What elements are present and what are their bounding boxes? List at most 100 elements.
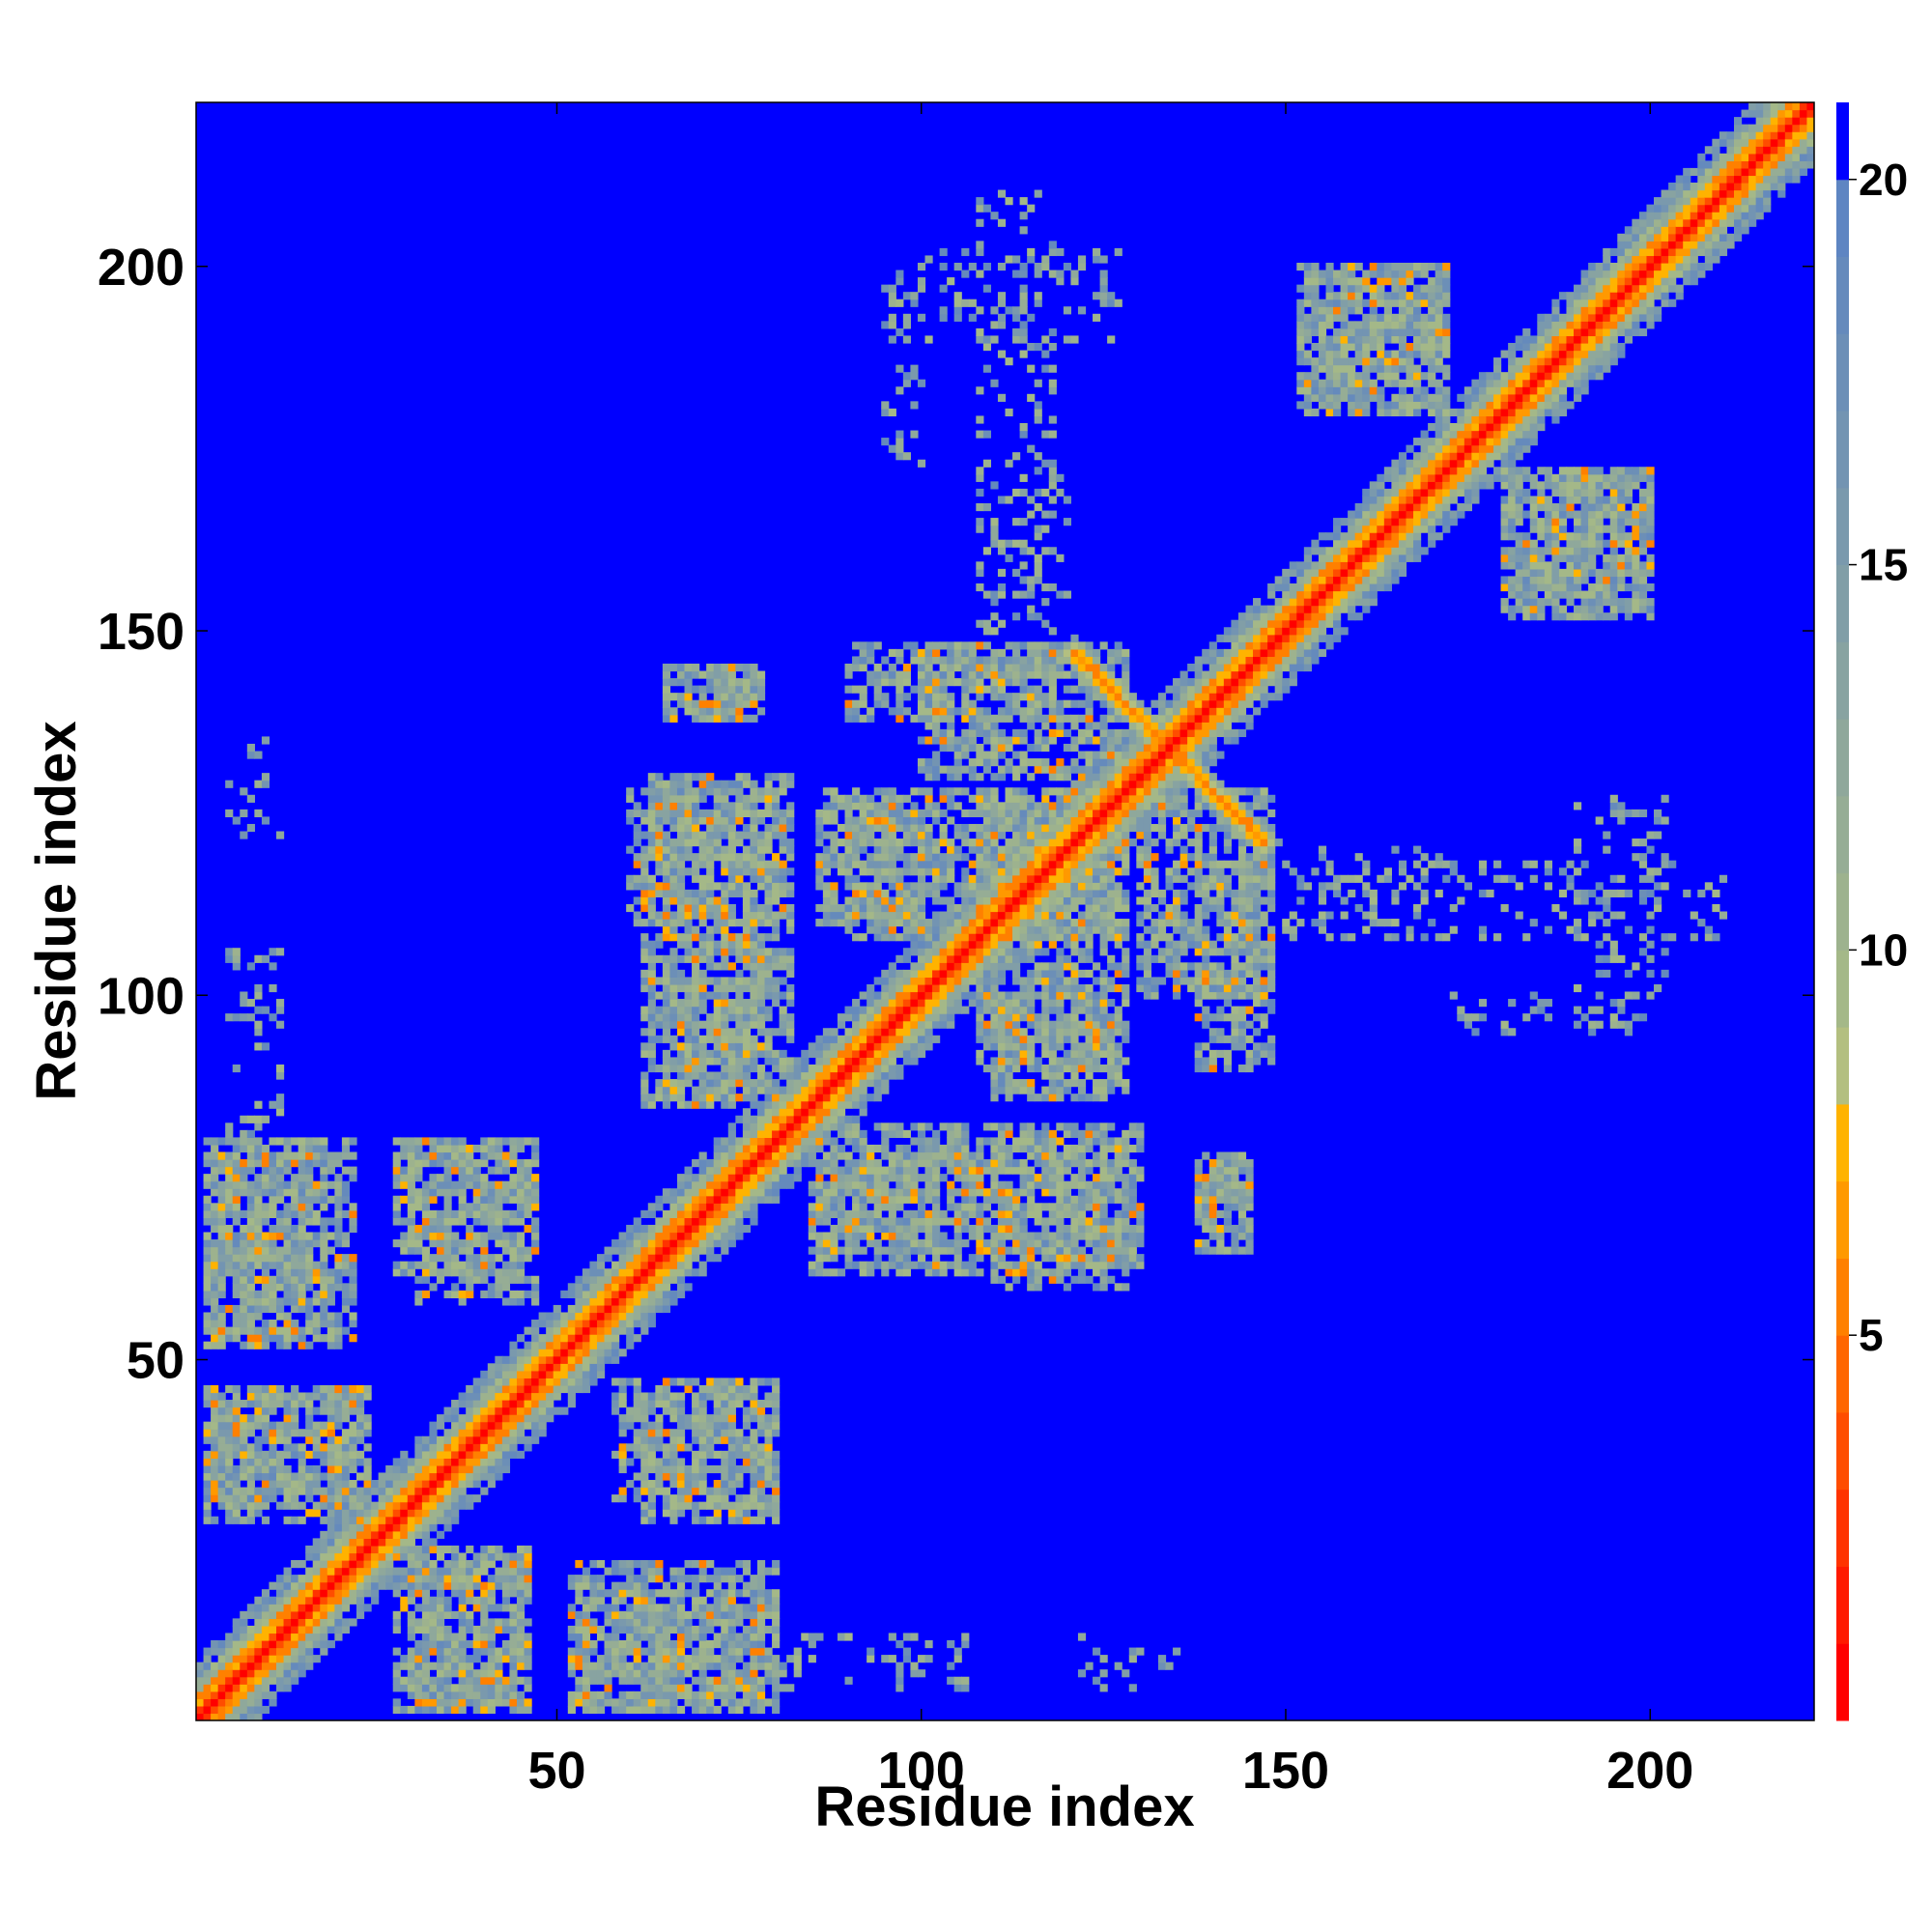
heatmap-cell bbox=[852, 1224, 861, 1234]
heatmap-cell bbox=[524, 1326, 532, 1335]
heatmap-cell bbox=[611, 1698, 620, 1707]
heatmap-cell bbox=[341, 1261, 351, 1269]
heatmap-cell bbox=[246, 1341, 255, 1350]
heatmap-cell bbox=[706, 1028, 715, 1037]
heatmap-cell bbox=[822, 816, 832, 825]
heatmap-cell bbox=[706, 1378, 715, 1386]
heatmap-cell bbox=[334, 1487, 343, 1495]
heatmap-cell bbox=[443, 1523, 452, 1532]
heatmap-cell bbox=[414, 1239, 423, 1248]
heatmap-cell bbox=[713, 678, 722, 687]
heatmap-cell bbox=[203, 1195, 212, 1204]
heatmap-cell bbox=[626, 1589, 635, 1598]
heatmap-cell bbox=[633, 1633, 641, 1641]
heatmap-cell bbox=[291, 1159, 299, 1168]
heatmap-cell bbox=[742, 1035, 752, 1043]
heatmap-cell bbox=[764, 1100, 773, 1109]
heatmap-cell bbox=[312, 1604, 321, 1612]
heatmap-cell bbox=[698, 699, 707, 708]
heatmap-cell bbox=[662, 954, 671, 963]
heatmap-cell bbox=[421, 1698, 431, 1707]
heatmap-cell bbox=[240, 1326, 248, 1335]
heatmap-cell bbox=[604, 1640, 612, 1649]
heatmap-cell bbox=[721, 699, 729, 708]
heatmap-cell bbox=[305, 1662, 314, 1670]
heatmap-cell bbox=[692, 969, 700, 979]
heatmap-cell bbox=[662, 925, 671, 934]
heatmap-cell bbox=[589, 1297, 598, 1306]
heatmap-cell bbox=[830, 1122, 838, 1131]
heatmap-cell bbox=[355, 1560, 365, 1569]
heatmap-cell bbox=[254, 1662, 263, 1670]
heatmap-cell bbox=[495, 1137, 503, 1146]
heatmap-cell bbox=[852, 853, 861, 862]
heatmap-cell bbox=[779, 954, 787, 963]
heatmap-cell bbox=[756, 999, 766, 1008]
heatmap-cell bbox=[487, 1392, 496, 1401]
heatmap-cell bbox=[727, 1174, 736, 1182]
heatmap-cell bbox=[669, 802, 678, 810]
heatmap-cell bbox=[808, 1209, 816, 1218]
heatmap-cell bbox=[713, 1057, 722, 1065]
heatmap-cell bbox=[801, 1094, 810, 1102]
heatmap-cell bbox=[341, 1589, 351, 1598]
heatmap-cell bbox=[211, 1487, 219, 1495]
heatmap-cell bbox=[458, 1589, 467, 1598]
heatmap-cell bbox=[246, 999, 255, 1008]
heatmap-cell bbox=[298, 1516, 306, 1524]
heatmap-cell bbox=[692, 1028, 700, 1037]
heatmap-cell bbox=[421, 1217, 431, 1226]
heatmap-cell bbox=[742, 1071, 752, 1080]
heatmap-cell bbox=[756, 969, 766, 979]
heatmap-cell bbox=[312, 1239, 321, 1248]
heatmap-cell bbox=[844, 1633, 853, 1641]
heatmap-cell bbox=[735, 991, 744, 1000]
heatmap-cell bbox=[721, 991, 729, 1000]
heatmap-cell bbox=[779, 1013, 787, 1022]
heatmap-cell bbox=[217, 1655, 226, 1663]
heatmap-cell bbox=[246, 823, 255, 833]
heatmap-cell bbox=[764, 1464, 773, 1474]
heatmap-cell bbox=[327, 1618, 335, 1627]
heatmap-cell bbox=[246, 1195, 255, 1204]
heatmap-cell bbox=[756, 1575, 766, 1583]
heatmap-cell bbox=[727, 707, 736, 716]
heatmap-cell bbox=[662, 1086, 671, 1094]
heatmap-cell bbox=[269, 1610, 277, 1619]
heatmap-cell bbox=[487, 1378, 496, 1386]
heatmap-cell bbox=[772, 1684, 781, 1692]
heatmap-cell bbox=[320, 1516, 328, 1524]
heatmap-cell bbox=[742, 1690, 752, 1699]
heatmap-cell bbox=[501, 1589, 511, 1598]
heatmap-cell bbox=[808, 1079, 816, 1088]
heatmap-cell bbox=[298, 1647, 306, 1656]
heatmap-cell bbox=[211, 1450, 219, 1459]
heatmap-cell bbox=[261, 1596, 270, 1605]
heatmap-cell bbox=[246, 1137, 255, 1146]
heatmap-cell bbox=[575, 1275, 583, 1284]
heatmap-cell bbox=[676, 1071, 686, 1080]
heatmap-cell bbox=[298, 1640, 306, 1649]
heatmap-cell bbox=[392, 1472, 401, 1481]
heatmap-cell bbox=[546, 1334, 554, 1343]
heatmap-cell bbox=[546, 1363, 554, 1372]
heatmap-cell bbox=[487, 1480, 496, 1489]
heatmap-cell bbox=[443, 1647, 452, 1656]
heatmap-cell bbox=[487, 1575, 496, 1583]
heatmap-cell bbox=[575, 1384, 583, 1394]
heatmap-cell bbox=[684, 1079, 693, 1088]
heatmap-cell bbox=[217, 1421, 226, 1430]
heatmap-cell bbox=[553, 1384, 561, 1394]
heatmap-cell bbox=[546, 1326, 554, 1335]
heatmap-cell bbox=[451, 1151, 460, 1160]
heatmap-cell bbox=[392, 1151, 401, 1160]
heatmap-cell bbox=[407, 1472, 415, 1481]
heatmap-cell bbox=[276, 1094, 285, 1102]
heatmap-cell bbox=[692, 1604, 700, 1612]
heatmap-cell bbox=[334, 1159, 343, 1168]
heatmap-cell bbox=[706, 1094, 715, 1102]
heatmap-cell bbox=[232, 1487, 241, 1495]
heatmap-cell bbox=[793, 1669, 802, 1678]
heatmap-cell bbox=[676, 1232, 686, 1240]
heatmap-cell bbox=[852, 663, 861, 672]
